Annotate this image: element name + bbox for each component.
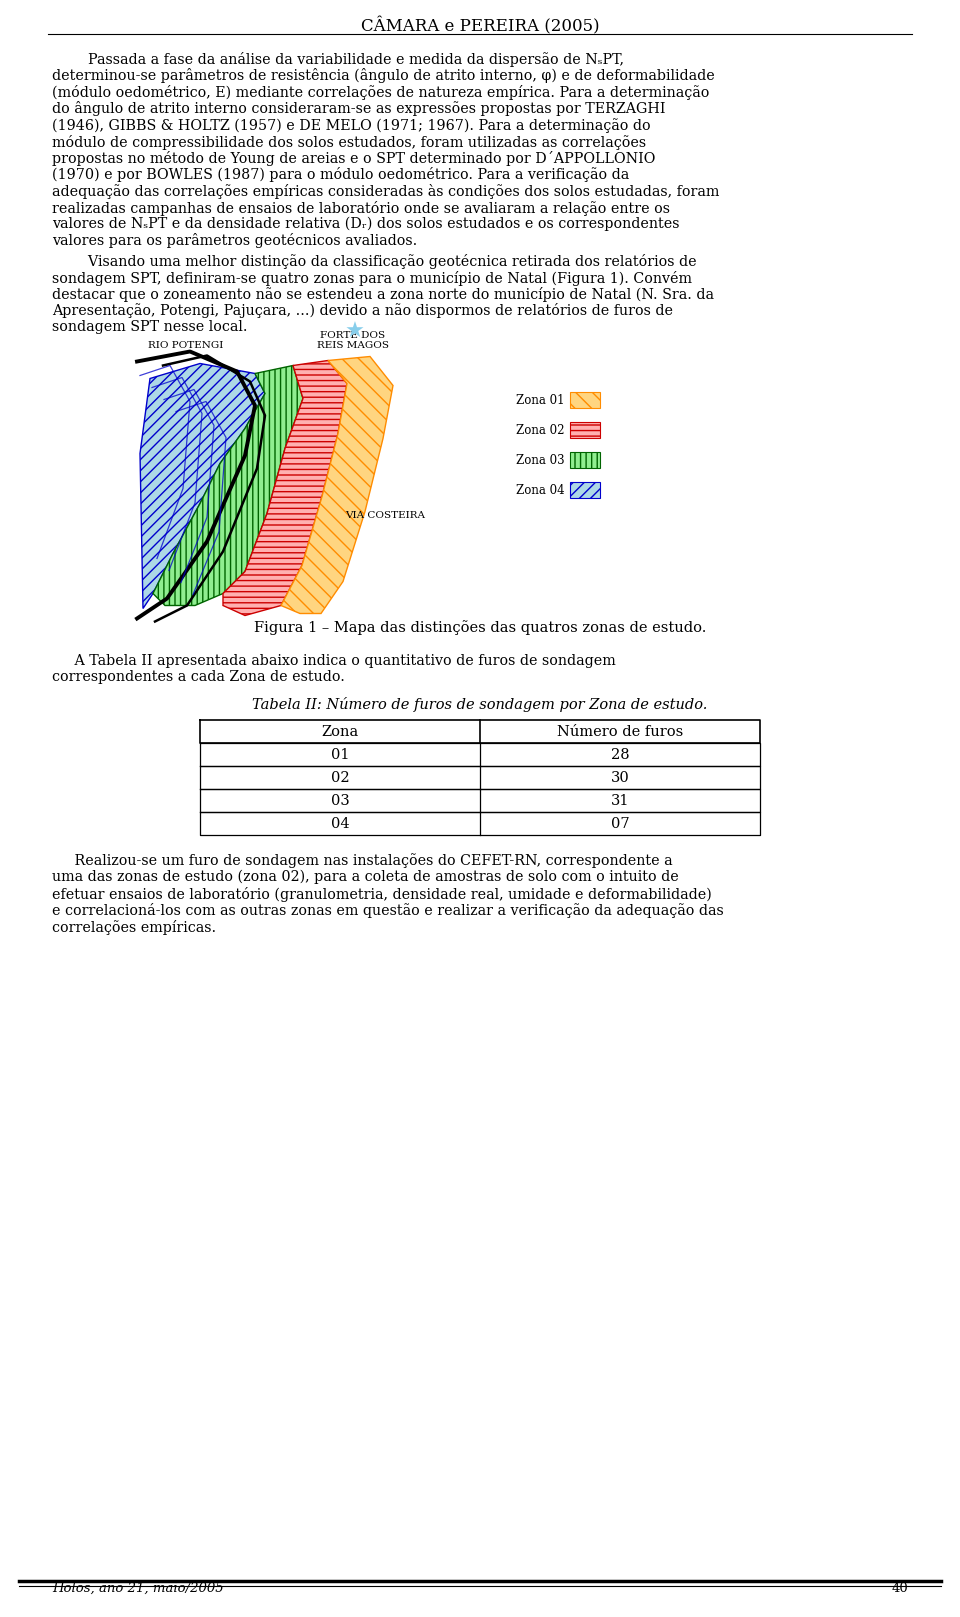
- Text: Holos, ano 21, maio/2005: Holos, ano 21, maio/2005: [52, 1581, 224, 1594]
- Text: RIO POTENGI: RIO POTENGI: [148, 341, 224, 351]
- Text: FORTE DOS
REIS MAGOS: FORTE DOS REIS MAGOS: [317, 331, 389, 351]
- Text: e correlacioná-los com as outras zonas em questão e realizar a verificação da ad: e correlacioná-los com as outras zonas e…: [52, 902, 724, 918]
- Text: Zona 01: Zona 01: [516, 395, 565, 407]
- Text: Número de furos: Número de furos: [557, 724, 684, 739]
- Text: 31: 31: [611, 794, 629, 808]
- Text: adequação das correlações empíricas consideradas às condições dos solos estudada: adequação das correlações empíricas cons…: [52, 184, 719, 199]
- Text: módulo de compressibilidade dos solos estudados, foram utilizadas as correlações: módulo de compressibilidade dos solos es…: [52, 134, 646, 149]
- Text: 40: 40: [891, 1581, 908, 1594]
- Text: Realizou-se um furo de sondagem nas instalações do CEFET-RN, correspondente a: Realizou-se um furo de sondagem nas inst…: [52, 854, 673, 868]
- Text: Tabela II: Número de furos de sondagem por Zona de estudo.: Tabela II: Número de furos de sondagem p…: [252, 697, 708, 711]
- Text: 02: 02: [330, 771, 349, 784]
- Text: VIA COSTEIRA: VIA COSTEIRA: [345, 511, 425, 521]
- Text: 07: 07: [611, 817, 630, 831]
- Text: Zona 02: Zona 02: [516, 424, 565, 437]
- Text: sondagem SPT, definiram-se quatro zonas para o município de Natal (Figura 1). Co: sondagem SPT, definiram-se quatro zonas …: [52, 270, 692, 286]
- Text: Zona 04: Zona 04: [516, 483, 565, 496]
- Text: Zona: Zona: [322, 724, 359, 739]
- Text: uma das zonas de estudo (zona 02), para a coleta de amostras de solo com o intui: uma das zonas de estudo (zona 02), para …: [52, 870, 679, 884]
- Text: Figura 1 – Mapa das distinções das quatros zonas de estudo.: Figura 1 – Mapa das distinções das quatr…: [253, 621, 707, 635]
- Text: CÂMARA e PEREIRA (2005): CÂMARA e PEREIRA (2005): [361, 18, 599, 36]
- Text: determinou-se parâmetros de resistência (ângulo de atrito interno, φ) e de defor: determinou-se parâmetros de resistência …: [52, 68, 715, 84]
- Text: valores para os parâmetros geotécnicos avaliados.: valores para os parâmetros geotécnicos a…: [52, 233, 418, 249]
- Polygon shape: [223, 361, 347, 616]
- Text: ★: ★: [345, 322, 365, 341]
- Bar: [570, 422, 600, 438]
- Polygon shape: [140, 364, 265, 608]
- Text: A Tabela II apresentada abaixo indica o quantitativo de furos de sondagem: A Tabela II apresentada abaixo indica o …: [52, 653, 615, 668]
- Text: Apresentação, Potengi, Pajuçara, ...) devido a não dispormos de relatórios de fu: Apresentação, Potengi, Pajuçara, ...) de…: [52, 304, 673, 319]
- Bar: [570, 482, 600, 498]
- Text: (1970) e por BOWLES (1987) para o módulo oedométrico. Para a verificação da: (1970) e por BOWLES (1987) para o módulo…: [52, 168, 629, 183]
- Polygon shape: [281, 356, 393, 613]
- Text: valores de NₛPT e da densidade relativa (Dᵣ) dos solos estudados e os correspond: valores de NₛPT e da densidade relativa …: [52, 217, 680, 231]
- Text: 04: 04: [330, 817, 349, 831]
- Text: Zona 03: Zona 03: [516, 454, 565, 467]
- Text: (1946), GIBBS & HOLTZ (1957) e DE MELO (1971; 1967). Para a determinação do: (1946), GIBBS & HOLTZ (1957) e DE MELO (…: [52, 118, 651, 133]
- Text: 01: 01: [331, 749, 349, 762]
- Text: sondagem SPT nesse local.: sondagem SPT nesse local.: [52, 320, 248, 335]
- Text: realizadas campanhas de ensaios de laboratório onde se avaliaram a relação entre: realizadas campanhas de ensaios de labor…: [52, 201, 670, 215]
- Bar: [570, 393, 600, 409]
- Text: Passada a fase da análise da variabilidade e medida da dispersão de NₛPT,: Passada a fase da análise da variabilida…: [52, 52, 624, 66]
- Text: 03: 03: [330, 794, 349, 808]
- Text: do ângulo de atrito interno consideraram-se as expressões propostas por TERZAGHI: do ângulo de atrito interno consideraram…: [52, 102, 665, 116]
- Polygon shape: [153, 365, 303, 605]
- Text: destacar que o zoneamento não se estendeu a zona norte do município de Natal (N.: destacar que o zoneamento não se estende…: [52, 286, 714, 302]
- Text: Visando uma melhor distinção da classificação geotécnica retirada dos relatórios: Visando uma melhor distinção da classifi…: [52, 254, 697, 268]
- Bar: [570, 453, 600, 469]
- Text: correspondentes a cada Zona de estudo.: correspondentes a cada Zona de estudo.: [52, 669, 345, 684]
- Text: 28: 28: [611, 749, 630, 762]
- Text: efetuar ensaios de laboratório (granulometria, densidade real, umidade e deforma: efetuar ensaios de laboratório (granulom…: [52, 886, 711, 902]
- Text: 30: 30: [611, 771, 630, 784]
- Text: propostas no método de Young de areias e o SPT determinado por D´APPOLLONIO: propostas no método de Young de areias e…: [52, 150, 656, 167]
- Text: correlações empíricas.: correlações empíricas.: [52, 920, 216, 935]
- Text: (módulo oedométrico, E) mediante correlações de natureza empírica. Para a determ: (módulo oedométrico, E) mediante correla…: [52, 86, 709, 100]
